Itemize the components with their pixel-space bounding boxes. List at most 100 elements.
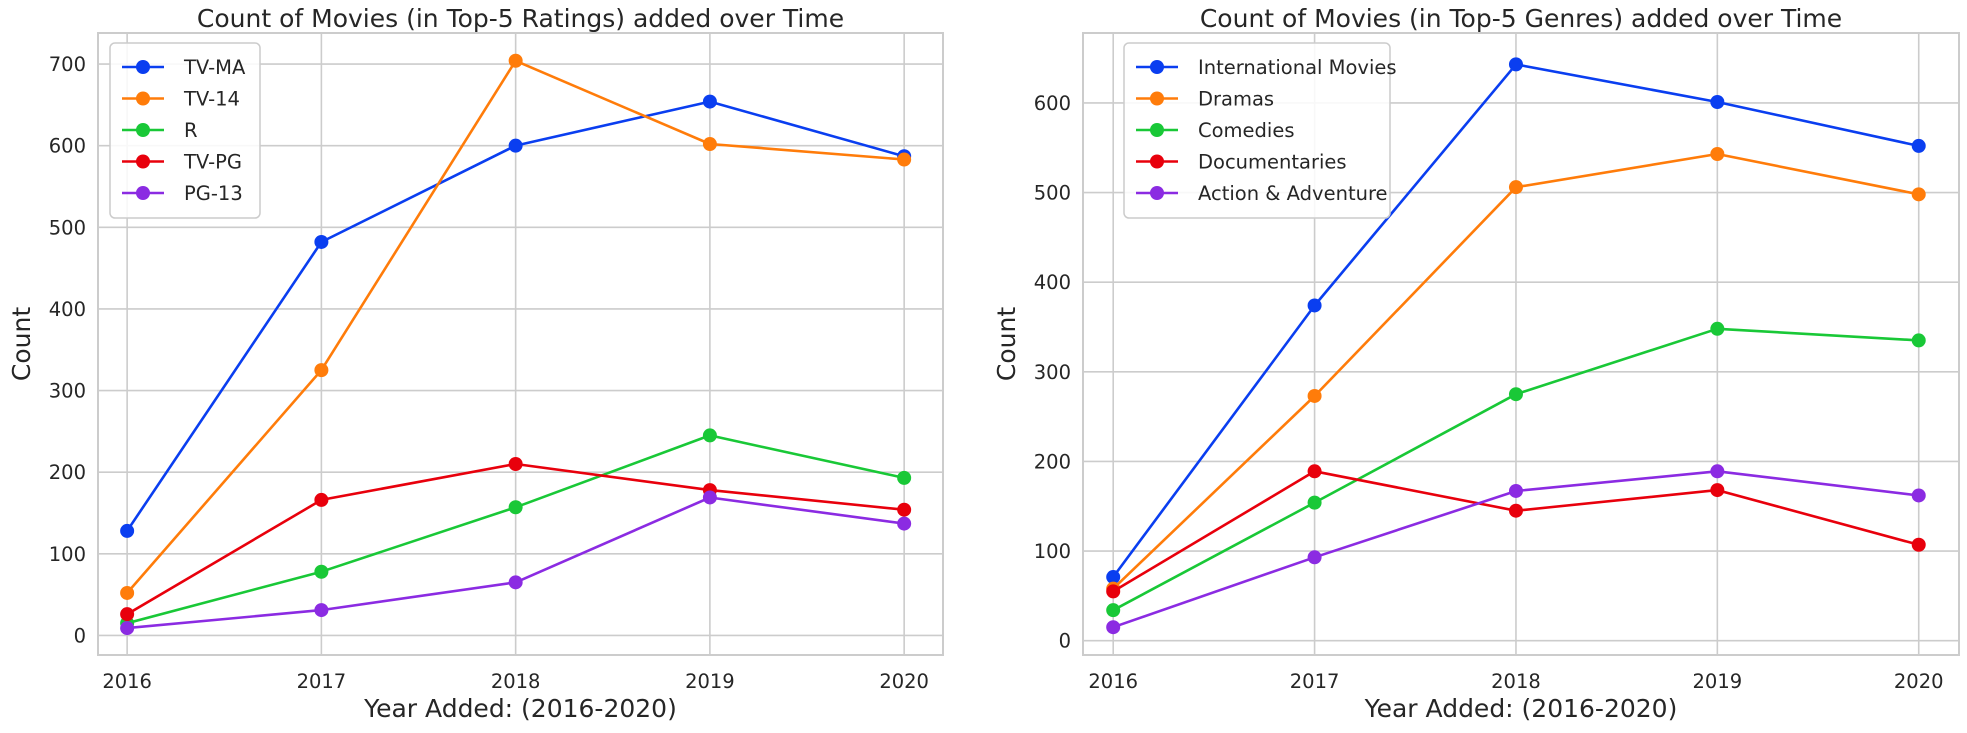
legend-box xyxy=(109,42,261,219)
data-point xyxy=(1911,138,1926,153)
legend: TV-MA TV-14 R TV-PG PG-13 xyxy=(109,42,261,219)
y-tick-label: 400 xyxy=(1034,271,1071,294)
data-point xyxy=(508,138,523,153)
y-tick-label: 600 xyxy=(1034,92,1071,115)
x-tick-label: 2018 xyxy=(491,670,541,693)
data-point xyxy=(1710,464,1725,479)
data-point xyxy=(314,363,329,378)
y-tick-label: 300 xyxy=(1034,361,1071,384)
data-point xyxy=(1710,483,1725,498)
data-point xyxy=(120,607,135,622)
data-point xyxy=(1710,146,1725,161)
y-tick-label: 100 xyxy=(49,543,86,566)
data-point xyxy=(702,490,717,505)
data-point xyxy=(897,470,912,485)
x-axis-label: Year Added: (2016-2020) xyxy=(1364,694,1678,723)
data-point xyxy=(1508,57,1523,72)
chart-panel-2: 2016 2017 2018 2019 2020 0 100 200 300 400 500 600 C… xyxy=(992,4,1960,723)
data-point xyxy=(508,456,523,471)
x-tick-label: 2020 xyxy=(1894,670,1944,693)
data-point xyxy=(120,621,135,636)
chart-title: Count of Movies (in Top-5 Genres) added … xyxy=(1200,4,1842,33)
y-tick-label: 0 xyxy=(1059,630,1071,653)
y-tick-label: 700 xyxy=(49,53,86,76)
data-point xyxy=(1307,464,1322,479)
data-point xyxy=(1508,180,1523,195)
x-tick-label: 2019 xyxy=(685,670,735,693)
legend-label: TV-PG xyxy=(183,151,242,174)
data-point xyxy=(508,53,523,68)
data-point xyxy=(1106,570,1121,585)
data-point xyxy=(1106,603,1121,618)
legend-marker xyxy=(136,154,150,169)
data-point xyxy=(1911,187,1926,202)
y-tick-label: 100 xyxy=(1034,540,1071,563)
legend-label: Comedies xyxy=(1198,119,1295,142)
legend-label: Action & Adventure xyxy=(1198,182,1388,205)
x-tick-label: 2017 xyxy=(1290,670,1340,693)
legend-label: R xyxy=(184,119,198,142)
plot-frame xyxy=(1082,32,1960,656)
legend-marker xyxy=(136,123,150,137)
data-point xyxy=(1106,620,1121,635)
legend: International Movies Dramas Comedies Docume… xyxy=(1123,42,1397,219)
data-point xyxy=(120,523,135,538)
chart-title: Count of Movies (in Top-5 Ratings) added… xyxy=(197,4,844,33)
plot-frame xyxy=(97,32,944,656)
data-point xyxy=(314,564,329,579)
data-point xyxy=(508,500,523,515)
y-tick-label: 200 xyxy=(1034,450,1071,473)
data-point xyxy=(1710,321,1725,336)
legend-label: Dramas xyxy=(1198,88,1274,111)
legend-marker xyxy=(1150,123,1164,137)
y-tick-label: 600 xyxy=(49,135,86,158)
legend-marker xyxy=(136,91,150,106)
data-point xyxy=(1911,488,1926,503)
y-tick-label: 0 xyxy=(74,624,86,647)
data-point xyxy=(897,502,912,517)
data-point xyxy=(314,603,329,618)
x-tick-label: 2019 xyxy=(1693,670,1743,693)
legend-marker xyxy=(1150,91,1164,106)
legend-label: Documentaries xyxy=(1198,151,1347,174)
legend-marker xyxy=(136,186,150,200)
legend-label: International Movies xyxy=(1198,56,1397,79)
x-tick-label: 2018 xyxy=(1491,670,1541,693)
y-tick-label: 500 xyxy=(1034,182,1071,205)
data-point xyxy=(1911,537,1926,552)
legend-label: PG-13 xyxy=(184,182,243,205)
y-tick-label: 500 xyxy=(49,216,86,239)
data-point xyxy=(1710,95,1725,110)
y-tick-label: 200 xyxy=(49,461,86,484)
data-point xyxy=(1307,495,1322,510)
data-point xyxy=(508,575,523,590)
x-tick-label: 2016 xyxy=(102,670,152,693)
chart-panel-1: 2016 2017 2018 2019 2020 0 100 200 300 400 500 600 7… xyxy=(7,4,944,723)
legend-marker xyxy=(1150,60,1164,74)
data-point xyxy=(702,137,717,152)
y-axis-label: Count xyxy=(7,307,36,381)
y-tick-label: 400 xyxy=(49,298,86,321)
x-tick-label: 2017 xyxy=(297,670,347,693)
data-point xyxy=(1307,388,1322,403)
legend-label: TV-14 xyxy=(183,88,240,111)
data-point xyxy=(1508,503,1523,518)
data-point xyxy=(897,516,912,531)
data-point xyxy=(1911,333,1926,348)
data-point xyxy=(1508,483,1523,498)
data-point xyxy=(1307,298,1322,313)
x-axis-label: Year Added: (2016-2020) xyxy=(363,694,677,723)
data-point xyxy=(702,428,717,443)
legend-marker xyxy=(1150,154,1164,169)
data-point xyxy=(1307,550,1322,565)
data-point xyxy=(314,492,329,507)
legend-marker xyxy=(136,60,150,74)
data-point xyxy=(314,234,329,249)
x-tick-label: 2016 xyxy=(1088,670,1138,693)
y-axis-label: Count xyxy=(992,307,1021,381)
data-point xyxy=(1508,387,1523,402)
x-tick-label: 2020 xyxy=(879,670,929,693)
data-point xyxy=(702,94,717,109)
y-tick-label: 300 xyxy=(49,380,86,403)
